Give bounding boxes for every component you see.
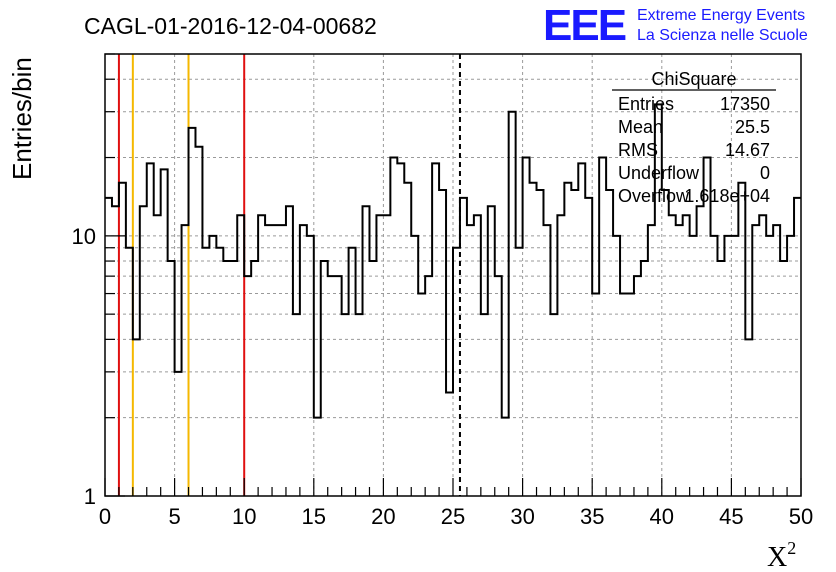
stats-row-label: RMS [618, 140, 658, 160]
stats-row-label: Overflow [618, 186, 690, 206]
x-tick-label: 15 [302, 504, 326, 529]
stats-row-value: 1.618e+04 [684, 186, 770, 206]
stats-row-label: Entries [618, 94, 674, 114]
x-tick-label: 30 [510, 504, 534, 529]
x-tick-label: 20 [371, 504, 395, 529]
y-tick-label: 1 [84, 484, 96, 509]
x-tick-label: 25 [441, 504, 465, 529]
x-tick-labels: 0 5 10 15 20 25 30 35 40 45 50 [99, 504, 813, 529]
x-tick-label: 10 [232, 504, 256, 529]
axis-ticks [104, 53, 802, 497]
plot-frame [104, 53, 802, 497]
stats-box: ChiSquare Entries 17350 Mean 25.5 RMS 14.67 Un… [612, 69, 776, 206]
x-tick-label: 35 [580, 504, 604, 529]
x-tick-label: 40 [650, 504, 674, 529]
stats-row-value: 17350 [720, 94, 770, 114]
histogram-series [105, 103, 801, 419]
stats-row-value: 25.5 [735, 117, 770, 137]
x-tick-label: 45 [719, 504, 743, 529]
y-tick-labels: 1 10 [72, 224, 96, 509]
eee-logo-line2: La Scienza nelle Scuole [637, 27, 808, 44]
eee-logo: EEE Extreme Energy Events La Scienza nel… [543, 1, 808, 50]
x-tick-label: 5 [168, 504, 180, 529]
x-axis-label: X2 [767, 538, 796, 572]
chart-title: CAGL-01-2016-12-04-00682 [84, 13, 377, 39]
stats-row-value: 0 [760, 163, 770, 183]
y-axis-label: Entries/bin [7, 57, 37, 180]
y-tick-label: 10 [72, 224, 96, 249]
stats-box-rows: Entries 17350 Mean 25.5 RMS 14.67 Underflow 0 Ov… [618, 94, 770, 206]
stats-row-value: 14.67 [725, 140, 770, 160]
stats-row-label: Underflow [618, 163, 700, 183]
eee-logo-line1: Extreme Energy Events [637, 7, 805, 24]
eee-logo-text: EEE [543, 1, 626, 50]
stats-box-title: ChiSquare [651, 69, 736, 89]
stats-row-label: Mean [618, 117, 663, 137]
x-tick-label: 0 [99, 504, 111, 529]
x-tick-label: 50 [789, 504, 813, 529]
